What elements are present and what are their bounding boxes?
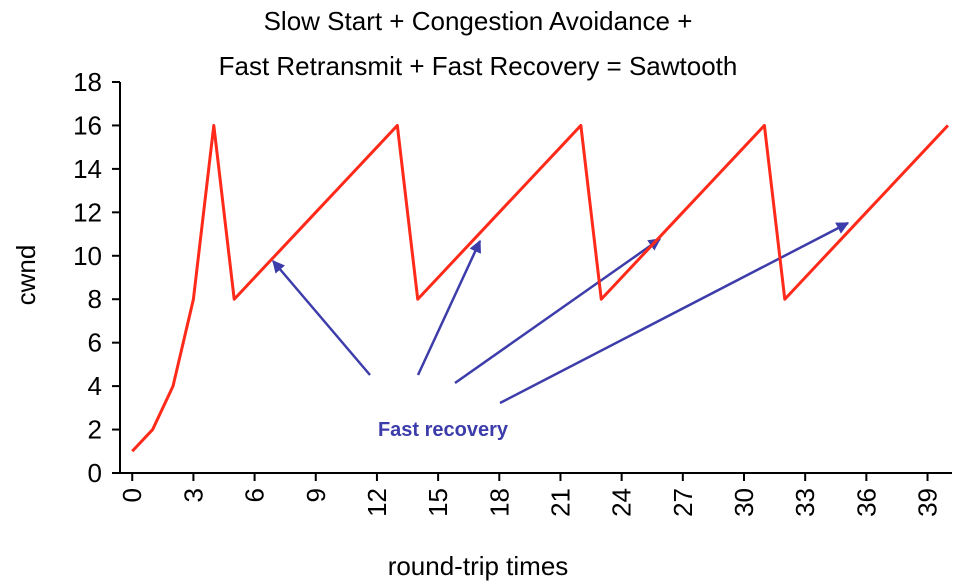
y-tick-label: 2 [88, 415, 102, 445]
x-tick-label: 18 [484, 488, 514, 517]
chart-title: Fast Retransmit + Fast Recovery = Sawtoo… [219, 51, 738, 81]
x-tick-label: 24 [607, 488, 637, 517]
y-tick-label: 14 [73, 154, 102, 184]
x-tick-label: 0 [117, 488, 147, 502]
x-tick-label: 3 [178, 488, 208, 502]
arrow [416, 239, 482, 376]
x-tick-label: 15 [423, 488, 453, 517]
y-tick-label: 10 [73, 241, 102, 271]
arrows [272, 221, 850, 405]
arrow [454, 237, 662, 385]
y-tick-label: 6 [88, 328, 102, 358]
x-tick-label: 27 [668, 488, 698, 517]
y-tick-label: 4 [88, 371, 102, 401]
y-tick-label: 16 [73, 110, 102, 140]
x-tick-label: 33 [790, 488, 820, 517]
y-axis-label: cwnd [11, 245, 41, 306]
x-tick-label: 39 [913, 488, 943, 517]
arrow [272, 260, 371, 376]
annotation: Fast recovery [378, 419, 509, 441]
y-tick-label: 12 [73, 197, 102, 227]
x-tick-label: 6 [240, 488, 270, 502]
x-tick-label: 9 [301, 488, 331, 502]
x-tick-label: 30 [729, 488, 759, 517]
y-tick-label: 18 [73, 67, 102, 97]
line [131, 123, 950, 453]
arrow [499, 221, 850, 405]
y-tick-label: 0 [88, 458, 102, 488]
y-tick-label: 8 [88, 284, 102, 314]
x-tick-label: 36 [851, 488, 881, 517]
chart-title: Slow Start + Congestion Avoidance + [264, 6, 693, 36]
x-tick-label: 21 [545, 488, 575, 517]
x-tick-label: 12 [362, 488, 392, 517]
x-axis-label: round-trip times [388, 551, 569, 581]
